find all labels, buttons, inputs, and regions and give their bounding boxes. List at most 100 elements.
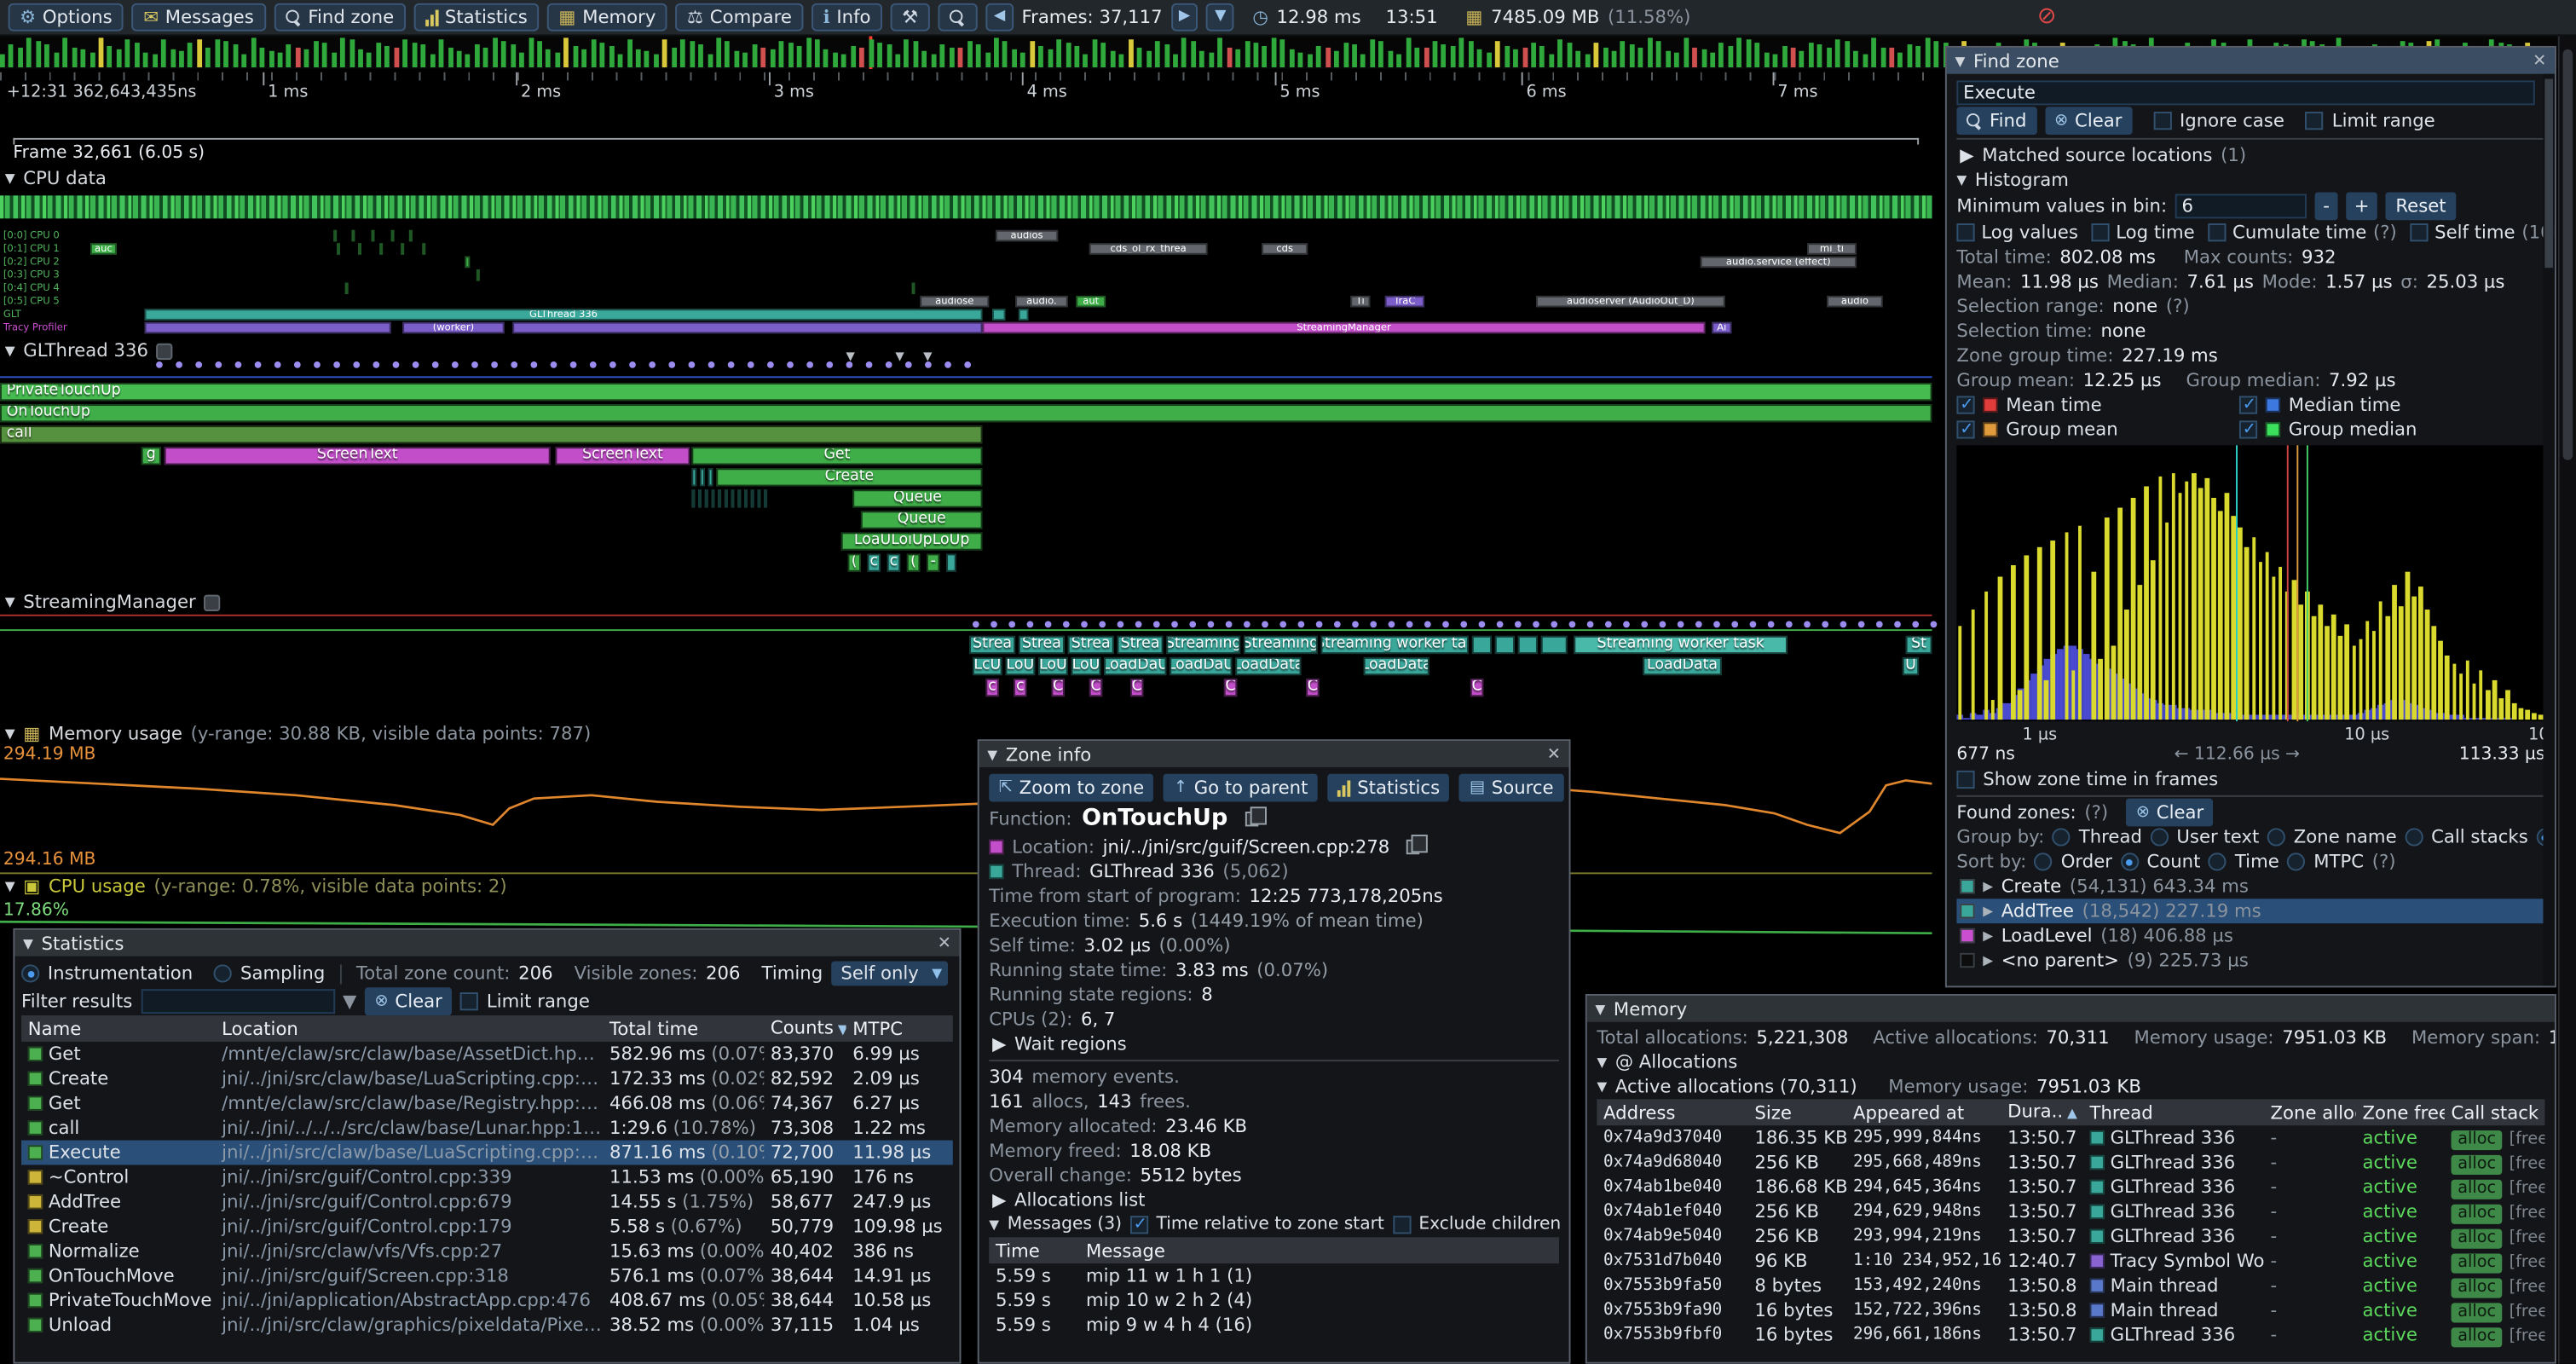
self-time-checkbox[interactable] bbox=[2410, 223, 2429, 242]
cpu-segment[interactable]: cds bbox=[1262, 243, 1308, 255]
toolbar-button-compare[interactable]: ⚖ Compare bbox=[675, 3, 804, 32]
zone-info-titlebar[interactable]: ▼ Zone info ✕ bbox=[979, 741, 1569, 768]
relative-time-checkbox[interactable] bbox=[1129, 1212, 1148, 1237]
zone-segment[interactable]: LoU bbox=[1038, 656, 1068, 676]
table-row[interactable]: Get/mnt/e/claw/src/claw/base/AssetDict.h… bbox=[21, 1042, 953, 1066]
zone-segment[interactable]: LoadData bbox=[1643, 656, 1722, 676]
message-dot[interactable] bbox=[1044, 621, 1052, 628]
message-dot[interactable] bbox=[1297, 621, 1305, 628]
sort-by-radio-time[interactable] bbox=[2209, 852, 2227, 871]
alloc-callstack-button[interactable]: alloc bbox=[2451, 1302, 2503, 1322]
column-header-location[interactable]: Location bbox=[222, 1017, 298, 1040]
ghost-zones-icon[interactable] bbox=[204, 593, 221, 610]
zone-statistics-button[interactable]: Statistics bbox=[1327, 773, 1450, 802]
collapsed-arrow-icon[interactable]: ▶ bbox=[992, 1189, 1007, 1211]
message-dot[interactable] bbox=[1514, 621, 1522, 628]
zone-segment[interactable] bbox=[708, 468, 713, 487]
message-dot[interactable] bbox=[747, 361, 754, 368]
message-dot[interactable] bbox=[1478, 621, 1486, 628]
message-dot[interactable] bbox=[293, 361, 301, 368]
message-dot[interactable] bbox=[1026, 621, 1034, 628]
zone-segment[interactable]: PrivateTouchUp bbox=[0, 383, 1932, 402]
alloc-address[interactable]: 0x7531d7b040 bbox=[1603, 1251, 1723, 1270]
zone-segment[interactable]: LoadDaU bbox=[1170, 656, 1233, 676]
message-dot[interactable] bbox=[609, 361, 616, 368]
zone-segment[interactable]: c bbox=[1014, 678, 1027, 697]
memory-usage-header[interactable]: ▼ ▦ Memory usage (y-range: 30.88 KB, visibl… bbox=[5, 723, 592, 744]
expanded-arrow-icon[interactable]: ▼ bbox=[1597, 1055, 1608, 1070]
message-dot[interactable] bbox=[1117, 621, 1124, 628]
collapse-icon[interactable]: ▼ bbox=[987, 746, 998, 762]
cpu-segment[interactable] bbox=[512, 321, 983, 334]
message-dot[interactable] bbox=[1171, 621, 1178, 628]
message-dot[interactable] bbox=[491, 361, 498, 368]
message-dot[interactable] bbox=[1424, 621, 1431, 628]
zone-segment[interactable]: C bbox=[1470, 678, 1484, 697]
message-dot[interactable] bbox=[1533, 621, 1539, 628]
filter-input[interactable] bbox=[140, 989, 335, 1014]
zone-segment[interactable]: Strea bbox=[969, 635, 1016, 655]
message-dot[interactable] bbox=[1857, 621, 1865, 628]
frame-marker[interactable]: ▼ bbox=[923, 350, 933, 363]
message-row[interactable]: 5.59 s mip 10 w 2 h 2 (4) bbox=[989, 1288, 1559, 1313]
message-dot[interactable] bbox=[1731, 621, 1739, 628]
message-dot[interactable] bbox=[1388, 621, 1395, 628]
show-zone-time-checkbox[interactable] bbox=[1956, 770, 1975, 789]
allocation-row[interactable]: 0x74ab1be040 186.68 KB 294,645,364ns 13:50.… bbox=[1597, 1175, 2544, 1199]
message-dot[interactable] bbox=[412, 361, 419, 368]
zone-segment[interactable]: LoadData bbox=[1363, 656, 1430, 676]
zone-segment[interactable]: C bbox=[1089, 678, 1103, 697]
table-row[interactable]: PrivateTouchMove jni/../jni/application/A… bbox=[21, 1288, 953, 1313]
zone-segment[interactable]: Get bbox=[691, 447, 983, 465]
message-dot[interactable] bbox=[1875, 621, 1883, 628]
copy-icon[interactable] bbox=[1245, 806, 1268, 826]
toolbar-button-info[interactable]: ℹ Info bbox=[811, 3, 883, 32]
zone-segment[interactable]: c bbox=[985, 678, 999, 697]
sampling-radio[interactable] bbox=[214, 964, 233, 983]
close-icon[interactable]: ✕ bbox=[937, 933, 951, 952]
cpu-segment[interactable]: Ai bbox=[1712, 321, 1732, 334]
cpu-segment[interactable] bbox=[422, 243, 426, 255]
cpu-segment[interactable]: audiose bbox=[920, 295, 990, 308]
go-to-parent-button[interactable]: ↑ Go to parent bbox=[1164, 773, 1318, 802]
message-dot[interactable] bbox=[1243, 621, 1250, 628]
message-dot[interactable] bbox=[392, 361, 400, 368]
found-zone-group[interactable]: ▶ LoadLevel (18) 406.88 µs bbox=[1956, 923, 2544, 948]
toolbar-button-tools[interactable]: ⚒ bbox=[890, 3, 930, 32]
column-header-zone-free[interactable]: Zone free bbox=[2362, 1101, 2445, 1124]
limit-range-checkbox[interactable] bbox=[2305, 112, 2325, 130]
message-dot[interactable] bbox=[1749, 621, 1757, 628]
legend-checkbox[interactable] bbox=[2238, 418, 2258, 442]
alloc-address[interactable]: 0x74ab1be040 bbox=[1603, 1177, 1723, 1197]
message-dot[interactable] bbox=[569, 361, 577, 368]
cpu-segment[interactable] bbox=[144, 321, 391, 334]
message-dot[interactable] bbox=[1641, 621, 1649, 628]
message-dot[interactable] bbox=[1008, 621, 1016, 628]
collapsed-arrow-icon[interactable]: ▶ bbox=[1983, 904, 1994, 919]
column-header-address[interactable]: Address bbox=[1603, 1101, 1676, 1124]
message-dot[interactable] bbox=[471, 361, 478, 368]
zone-segment[interactable]: C bbox=[1129, 678, 1144, 697]
zone-segment[interactable] bbox=[718, 489, 722, 508]
column-header-total-time[interactable]: Total time bbox=[609, 1017, 699, 1040]
group-by-radio-zone-name[interactable] bbox=[2267, 828, 2286, 847]
zone-segment[interactable] bbox=[691, 468, 697, 487]
timing-dropdown[interactable]: Self only ▼ bbox=[830, 961, 949, 986]
message-dot[interactable] bbox=[1315, 621, 1323, 628]
cpu-data-header[interactable]: ▼ CPU data bbox=[5, 168, 107, 189]
message-dot[interactable] bbox=[373, 361, 380, 368]
zone-segment[interactable]: ( bbox=[847, 553, 861, 572]
table-row[interactable]: Get/mnt/e/claw/src/claw/base/Registry.hp… bbox=[21, 1091, 953, 1116]
message-dot[interactable] bbox=[1207, 621, 1215, 628]
collapsed-arrow-icon[interactable]: ▶ bbox=[992, 1033, 1007, 1055]
statistics-table-header[interactable]: Name Location Total time Counts ▼ MTPC bbox=[21, 1015, 953, 1042]
message-dot[interactable] bbox=[991, 621, 997, 628]
message-dot[interactable] bbox=[972, 621, 979, 628]
zone-segment[interactable] bbox=[750, 489, 754, 508]
message-dot[interactable] bbox=[826, 361, 834, 368]
message-dot[interactable] bbox=[1930, 621, 1938, 628]
zone-segment[interactable]: ScreenText bbox=[555, 447, 690, 465]
alloc-callstack-button[interactable]: alloc bbox=[2451, 1277, 2503, 1298]
memory-usage-graph[interactable] bbox=[0, 759, 1932, 865]
message-dot[interactable] bbox=[1352, 621, 1359, 628]
